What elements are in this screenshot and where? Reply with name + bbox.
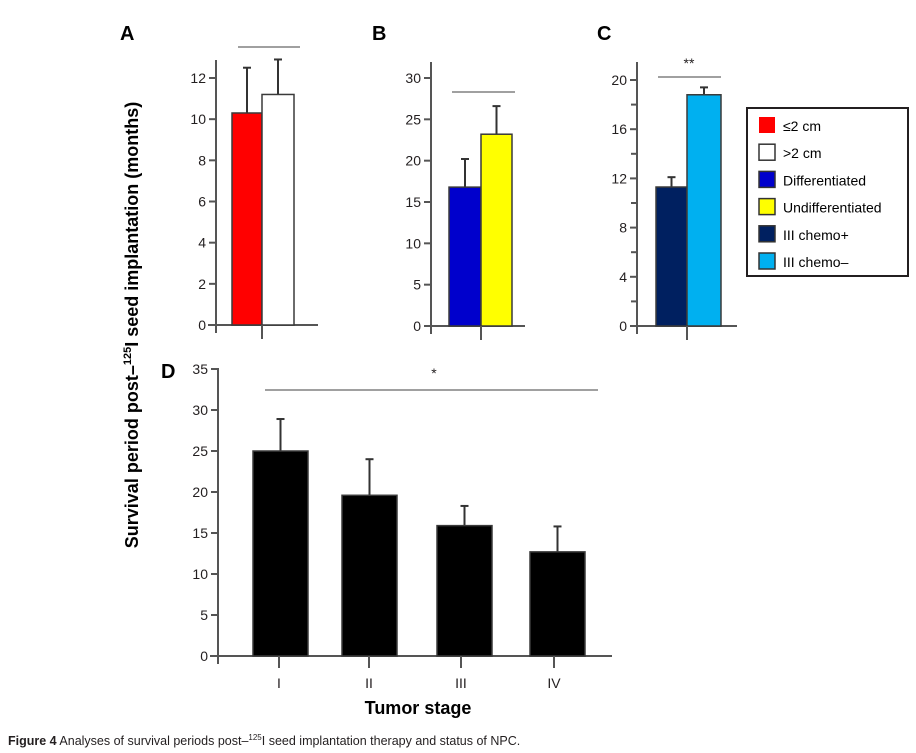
y-tick-label: 8 xyxy=(619,220,627,236)
bar-differentiated xyxy=(448,186,482,327)
y-tick-label: 30 xyxy=(192,402,208,418)
y-tick-label: 16 xyxy=(611,121,627,137)
legend-item: III chemo– xyxy=(758,252,849,270)
y-tick-label: 0 xyxy=(413,318,421,334)
bar-iii-chemo- xyxy=(655,186,688,327)
legend-item: Differentiated xyxy=(758,170,866,189)
bar-stage-iv xyxy=(529,551,586,657)
legend-swatch xyxy=(758,197,776,216)
y-tick-label: 10 xyxy=(192,566,208,582)
legend-label: III chemo+ xyxy=(783,227,849,243)
y-tick-label: 0 xyxy=(619,318,627,334)
x-axis-title-d: Tumor stage xyxy=(365,698,472,718)
legend-item: Undifferentiated xyxy=(758,197,882,216)
bar-stage-iii xyxy=(436,524,493,657)
panel-b: 0 5 10 15 20 25 30 xyxy=(405,62,525,340)
y-tick-label: 10 xyxy=(190,111,206,127)
x-tick-label: III xyxy=(455,675,467,691)
panel-d-letter: D xyxy=(161,361,175,383)
significance-c: ** xyxy=(684,55,695,71)
legend-label: >2 cm xyxy=(783,145,822,161)
y-tick-label: 30 xyxy=(405,70,421,86)
legend-item: >2 cm xyxy=(758,143,822,161)
caption-text-post: I seed implantation therapy and status o… xyxy=(261,734,521,749)
y-tick-label: 2 xyxy=(198,276,206,292)
legend-swatch xyxy=(758,225,776,243)
bar--2-cm xyxy=(231,112,263,326)
legend-label: III chemo– xyxy=(783,254,849,270)
y-tick-label: 10 xyxy=(405,235,421,251)
y-tick-label: 35 xyxy=(192,361,208,377)
x-tick-label: II xyxy=(365,675,373,691)
legend-item: III chemo+ xyxy=(758,225,849,243)
y-tick-label: 0 xyxy=(200,648,208,664)
panel-a: 0 2 4 6 8 10 12 xyxy=(190,46,318,339)
panel-c-letter: C xyxy=(597,23,611,45)
bar--2-cm xyxy=(261,93,295,326)
y-tick-label: 20 xyxy=(192,484,208,500)
y-tick-label: 4 xyxy=(198,235,206,251)
legend-label: Undifferentiated xyxy=(783,200,882,216)
y-tick-label: 4 xyxy=(619,269,627,285)
legend-swatch xyxy=(758,252,776,270)
legend-label: ≤2 cm xyxy=(783,118,821,134)
y-tick-label: 20 xyxy=(611,72,627,88)
legend-swatch xyxy=(758,143,776,161)
bar-iii-chemo- xyxy=(686,94,722,327)
legend-item: ≤2 cm xyxy=(759,117,821,134)
y-tick-label: 12 xyxy=(611,170,627,186)
bar-stage-i xyxy=(252,450,309,657)
y-tick-label: 25 xyxy=(405,111,421,127)
legend: ≤2 cm >2 cm Differentiated Undifferentiated… xyxy=(746,107,909,277)
legend-box xyxy=(746,107,909,277)
bar-stage-ii xyxy=(341,494,398,657)
y-tick-label: 8 xyxy=(198,152,206,168)
significance-d: * xyxy=(431,365,437,381)
figure-caption: Figure 4 Analyses of survival periods po… xyxy=(8,733,520,748)
y-tick-label: 0 xyxy=(198,317,206,333)
legend-swatch xyxy=(759,117,775,133)
y-tick-label: 12 xyxy=(190,70,206,86)
x-tick-label: IV xyxy=(547,675,561,691)
y-tick-label: 15 xyxy=(405,194,421,210)
caption-text-pre: Analyses of survival periods post– xyxy=(56,734,249,749)
y-tick-label: 6 xyxy=(198,194,206,210)
panel-b-letter: B xyxy=(372,23,386,45)
y-tick-label: 15 xyxy=(192,525,208,541)
panel-a-letter: A xyxy=(120,23,134,45)
caption-sup: 125 xyxy=(248,733,262,742)
legend-label: Differentiated xyxy=(783,172,866,188)
caption-label: Figure 4 xyxy=(8,734,57,749)
y-tick-label: 5 xyxy=(413,277,421,293)
y-tick-label: 25 xyxy=(192,443,208,459)
y-tick-label: 20 xyxy=(405,153,421,169)
legend-swatch xyxy=(758,170,776,189)
panel-c: 0 4 8 12 16 20 xyxy=(611,62,737,340)
x-tick-label: I xyxy=(277,675,281,691)
y-axis-title: Survival period post–125I seed implantat… xyxy=(122,102,142,548)
bar-undifferentiated xyxy=(480,133,513,327)
y-tick-label: 5 xyxy=(200,607,208,623)
